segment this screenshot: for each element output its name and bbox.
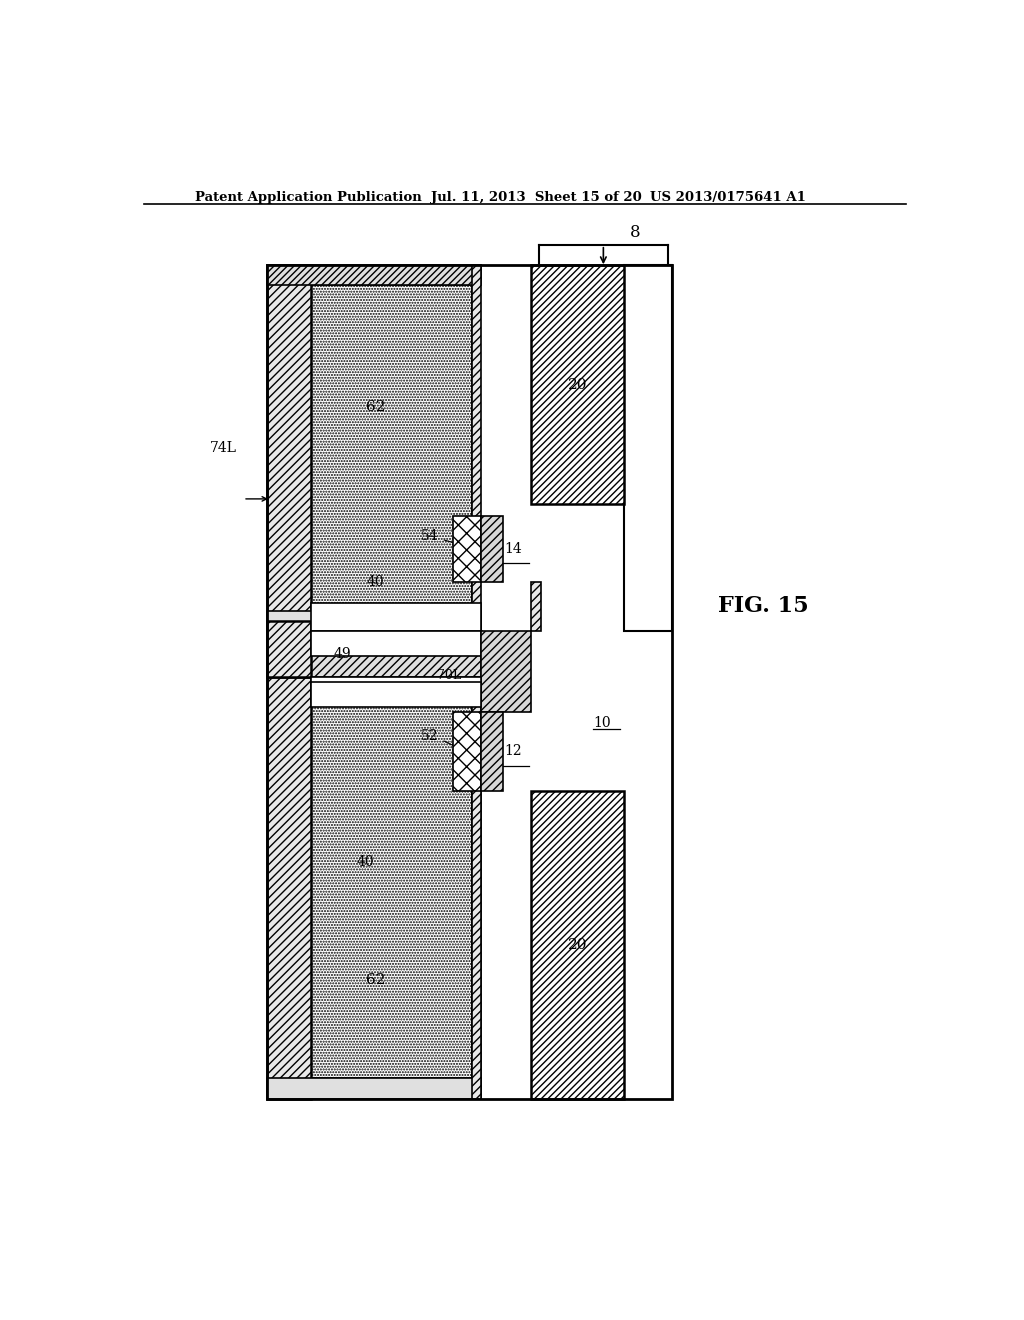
Bar xyxy=(504,677,531,713)
Bar xyxy=(454,516,481,582)
Bar xyxy=(267,611,481,631)
Bar xyxy=(267,265,310,631)
Bar xyxy=(481,713,504,791)
Bar xyxy=(267,265,672,1098)
Text: 54: 54 xyxy=(421,529,438,543)
Text: Patent Application Publication: Patent Application Publication xyxy=(196,191,422,203)
Text: 52: 52 xyxy=(421,729,438,743)
Bar xyxy=(454,713,481,791)
Text: 10: 10 xyxy=(594,715,611,730)
Text: FIG. 15: FIG. 15 xyxy=(718,594,808,616)
Bar xyxy=(472,677,481,1098)
Bar xyxy=(472,677,481,1098)
Bar xyxy=(310,677,481,702)
Text: 14: 14 xyxy=(504,543,522,556)
Bar xyxy=(481,631,531,713)
Bar xyxy=(310,285,472,611)
Bar xyxy=(267,631,481,677)
Bar xyxy=(267,677,310,1098)
Bar xyxy=(310,631,481,656)
Bar xyxy=(481,516,504,582)
Bar xyxy=(624,265,672,631)
Text: 62: 62 xyxy=(366,973,385,987)
Text: 74L: 74L xyxy=(210,441,237,455)
Bar xyxy=(267,620,310,677)
Bar xyxy=(310,682,481,708)
Text: 62: 62 xyxy=(366,400,385,414)
Bar xyxy=(267,265,481,285)
Text: 40: 40 xyxy=(367,576,384,589)
Text: 49: 49 xyxy=(334,647,351,661)
Bar xyxy=(267,1078,481,1098)
Bar xyxy=(310,677,472,1078)
Bar xyxy=(310,602,481,631)
Bar xyxy=(531,582,541,631)
Bar xyxy=(504,265,531,516)
Text: 12: 12 xyxy=(504,744,521,759)
Text: US 2013/0175641 A1: US 2013/0175641 A1 xyxy=(650,191,806,203)
Text: 8: 8 xyxy=(630,224,640,242)
Text: 20: 20 xyxy=(568,937,588,952)
Text: Jul. 11, 2013  Sheet 15 of 20: Jul. 11, 2013 Sheet 15 of 20 xyxy=(431,191,642,203)
Text: 20: 20 xyxy=(568,378,588,392)
Text: 40: 40 xyxy=(356,855,374,870)
Text: 70L: 70L xyxy=(437,669,462,682)
Bar xyxy=(472,265,481,631)
Bar xyxy=(531,265,624,504)
Bar xyxy=(531,791,624,1098)
